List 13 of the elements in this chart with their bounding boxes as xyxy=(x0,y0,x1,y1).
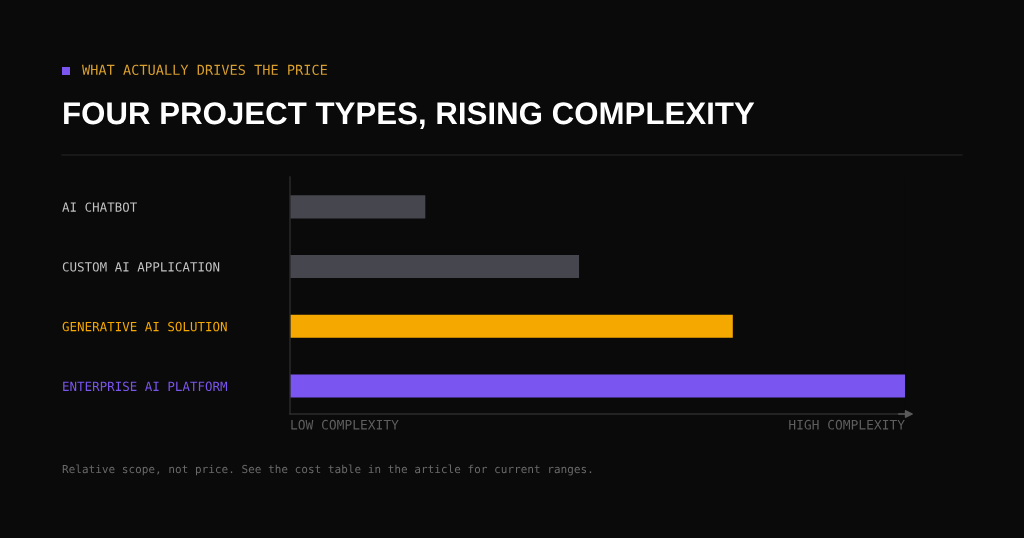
text: LOW COMPLEXITY xyxy=(291,419,399,430)
chart-title: FOUR PROJECT TYPES, RISING COMPLEXITY xyxy=(64,102,755,129)
bar xyxy=(290,195,426,219)
bar xyxy=(290,314,733,338)
y-tick-label: ENTERPRISE AI PLATFORM xyxy=(63,381,228,392)
y-tick-label: GENERATIVE AI SOLUTION xyxy=(62,321,227,332)
text: HIGH COMPLEXITY xyxy=(789,419,905,430)
y-tick-label: CUSTOM AI APPLICATION xyxy=(62,262,220,272)
text: Relative scope, not price. See the cost table in the article for current ranges. xyxy=(62,464,592,476)
chart-subtitle: WHAT ACTUALLY DRIVES THE PRICE xyxy=(82,64,327,75)
y-tick-label: AI CHATBOT xyxy=(62,202,137,212)
bar xyxy=(290,374,905,398)
bar xyxy=(290,255,580,279)
